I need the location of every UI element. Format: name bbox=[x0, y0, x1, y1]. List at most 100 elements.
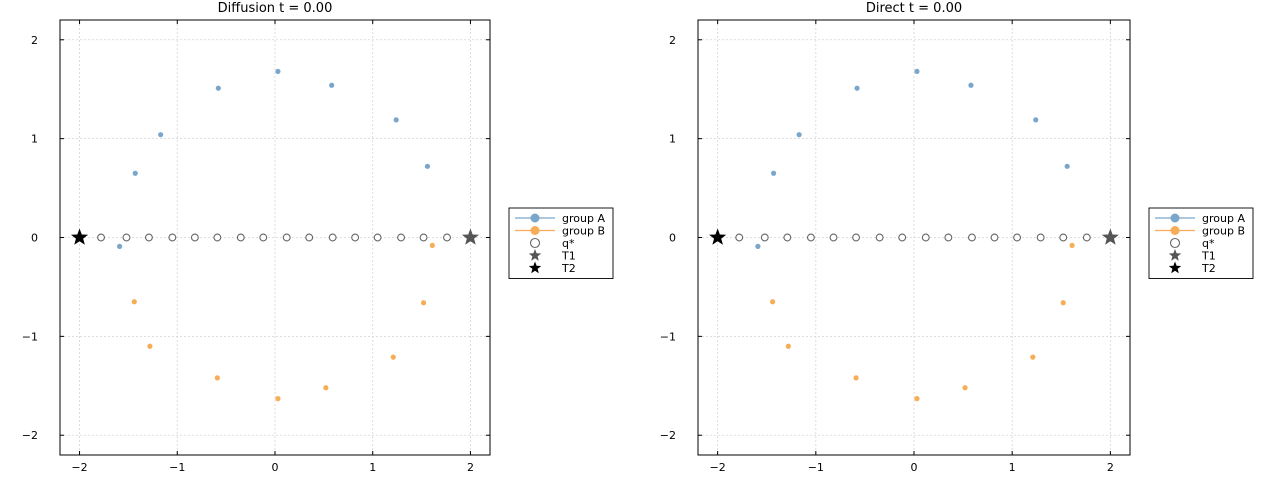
chart-panel-2: Direct t = 0.00 −2 −1 0 1 2 −2 −1 0 1 2 group Agrou… bbox=[660, 1, 1254, 474]
data-point bbox=[1101, 228, 1119, 245]
data-point bbox=[117, 243, 123, 249]
data-point bbox=[328, 233, 337, 242]
data-point bbox=[323, 385, 329, 391]
data-point bbox=[755, 243, 761, 249]
series-group-a bbox=[117, 68, 431, 249]
y-tick-label: 1 bbox=[669, 133, 676, 146]
data-point bbox=[429, 242, 435, 249]
data-point bbox=[898, 233, 907, 242]
data-point bbox=[1069, 242, 1075, 249]
series-t2 bbox=[709, 228, 727, 245]
x-tick-label: 0 bbox=[272, 461, 279, 474]
data-point bbox=[213, 233, 222, 242]
data-point bbox=[461, 228, 480, 245]
data-point bbox=[944, 233, 953, 242]
series-group-b bbox=[131, 242, 435, 402]
legend-label: q* bbox=[562, 237, 575, 250]
data-point bbox=[190, 233, 199, 242]
data-point bbox=[275, 396, 281, 402]
legend-label: group A bbox=[562, 212, 605, 225]
data-point bbox=[968, 82, 974, 88]
data-point bbox=[829, 233, 838, 242]
y-tick-label: 2 bbox=[31, 34, 38, 47]
series-group-b bbox=[770, 242, 1075, 402]
data-point bbox=[282, 233, 291, 242]
data-point bbox=[853, 375, 859, 381]
legend-box bbox=[508, 207, 614, 279]
series-group-a bbox=[755, 68, 1070, 249]
data-point bbox=[962, 385, 968, 391]
legend-marker bbox=[1168, 249, 1182, 261]
legend-marker bbox=[1170, 213, 1180, 223]
y-tick-label: 2 bbox=[669, 34, 676, 47]
legend-marker bbox=[1170, 226, 1180, 235]
y-tick-label: 0 bbox=[669, 232, 676, 245]
legend-label: T1 bbox=[561, 250, 576, 263]
data-point bbox=[785, 343, 791, 349]
data-point bbox=[967, 233, 976, 242]
legend-label: group B bbox=[1202, 225, 1245, 238]
data-point bbox=[1082, 233, 1091, 242]
data-point bbox=[783, 233, 792, 242]
legend-label: group B bbox=[562, 225, 605, 238]
data-point bbox=[419, 233, 428, 242]
legend-label: group A bbox=[1202, 212, 1245, 225]
data-point bbox=[875, 233, 884, 242]
series-q- bbox=[97, 233, 451, 242]
data-point bbox=[329, 82, 335, 88]
data-point bbox=[852, 233, 861, 242]
data-point bbox=[1033, 117, 1039, 123]
legend-marker bbox=[530, 226, 540, 235]
data-point bbox=[760, 233, 769, 242]
data-point bbox=[390, 354, 396, 360]
y-tick-label: 1 bbox=[31, 133, 38, 146]
data-point bbox=[1013, 233, 1022, 242]
data-point bbox=[259, 233, 268, 242]
y-tick-label: −1 bbox=[22, 330, 38, 343]
y-tick-label: −1 bbox=[660, 330, 676, 343]
chart-panel-1: Diffusion t = 0.00 −2 −1 0 1 2 −2 −1 0 1 2 group Ag… bbox=[22, 1, 614, 474]
data-point bbox=[921, 233, 930, 242]
x-tick-label: 2 bbox=[1107, 461, 1114, 474]
y-tick-label: −2 bbox=[660, 429, 676, 442]
series-t1 bbox=[461, 228, 480, 245]
data-point bbox=[97, 233, 105, 242]
legend-label: T2 bbox=[561, 262, 576, 275]
data-point bbox=[770, 299, 776, 305]
x-tick-label: −2 bbox=[71, 461, 87, 474]
y-tick-label: −2 bbox=[22, 429, 38, 442]
x-tick-label: 1 bbox=[1009, 461, 1016, 474]
chart-title: Diffusion t = 0.00 bbox=[218, 1, 333, 16]
legend-label: T2 bbox=[1201, 262, 1216, 275]
legend-box bbox=[1148, 207, 1254, 279]
legend-marker bbox=[528, 249, 542, 261]
data-point bbox=[393, 117, 399, 123]
data-point bbox=[735, 233, 744, 242]
data-point bbox=[709, 228, 727, 245]
data-point bbox=[275, 68, 281, 75]
legend-marker bbox=[1168, 261, 1182, 274]
x-tick-label: 2 bbox=[467, 461, 474, 474]
data-point bbox=[1030, 354, 1036, 360]
data-point bbox=[236, 233, 245, 242]
series-t2 bbox=[70, 228, 89, 245]
data-point bbox=[420, 300, 427, 306]
data-point bbox=[914, 68, 920, 75]
data-point bbox=[373, 233, 382, 242]
data-point bbox=[397, 233, 406, 242]
data-point bbox=[132, 170, 138, 176]
legend-marker bbox=[529, 237, 541, 249]
x-tick-label: 1 bbox=[369, 461, 376, 474]
legend-label: q* bbox=[1202, 237, 1215, 250]
x-tick-label: −2 bbox=[710, 461, 726, 474]
data-point bbox=[351, 233, 360, 242]
data-point bbox=[806, 233, 815, 242]
data-point bbox=[1036, 233, 1045, 242]
data-point bbox=[144, 233, 153, 242]
x-tick-label: −1 bbox=[808, 461, 824, 474]
chart-title: Direct t = 0.00 bbox=[866, 1, 962, 16]
